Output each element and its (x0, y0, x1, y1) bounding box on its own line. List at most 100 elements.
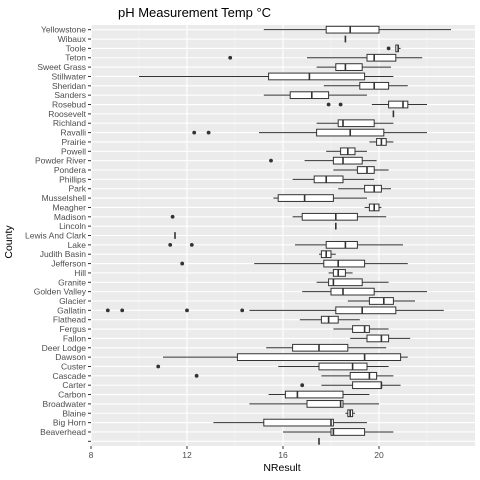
y-tick-label: Wibaux (58, 34, 87, 44)
box-iqr (356, 166, 375, 174)
box-iqr (368, 297, 394, 305)
y-tick-label: Carter (62, 380, 86, 390)
y-tick-label: Rosebud (52, 100, 86, 110)
y-tick-label: Ravalli (60, 128, 86, 138)
box-iqr (325, 240, 358, 249)
box-pondera (333, 166, 389, 174)
box-hill (328, 269, 353, 277)
box-big-horn (213, 418, 367, 427)
box-iqr (332, 156, 363, 165)
chart-title: pH Measurement Temp °C (118, 5, 271, 20)
box-blaine (345, 409, 355, 418)
box-iqr (352, 381, 382, 390)
outlier-point (386, 46, 391, 51)
box-jefferson (180, 259, 408, 268)
y-tick-label: Custer (61, 361, 86, 371)
box-lake (168, 240, 403, 249)
y-tick-label: Golden Valley (34, 287, 87, 297)
box-iqr (306, 400, 344, 408)
box-fergus (333, 325, 389, 333)
box-iqr (364, 184, 382, 193)
box-iqr (277, 194, 334, 202)
y-tick-label: Teton (65, 53, 86, 63)
outlier-point (206, 130, 211, 135)
y-tick-label: Powder River (35, 156, 86, 166)
box-golden-valley (302, 287, 427, 296)
x-axis-title: NResult (263, 462, 300, 474)
box-deer-lodge (266, 343, 387, 352)
box-toole (386, 44, 401, 53)
x-tick-label: 16 (278, 450, 288, 460)
y-tick-label: Blaine (62, 408, 86, 418)
box-iqr (301, 212, 358, 221)
y-tick-label: Sheridan (52, 81, 86, 91)
y-tick-label: Sweet Grass (37, 62, 86, 72)
box-madison (170, 212, 387, 221)
box-judith-basin (319, 250, 336, 259)
outlier-point (228, 55, 233, 60)
y-tick-label: Gallatin (57, 305, 86, 315)
y-axis-title: County (3, 225, 15, 259)
box-teton (228, 53, 423, 62)
box-cascade (194, 371, 394, 380)
box-iqr (292, 343, 349, 352)
y-tick-label: Musselshell (42, 193, 87, 203)
box-iqr (289, 91, 330, 100)
box-iqr (388, 100, 409, 109)
y-tick-label: Richland (53, 118, 86, 128)
box-ravalli (192, 128, 427, 137)
box-yellowstone (263, 25, 451, 34)
box-stillwater (139, 72, 394, 81)
box-iqr (332, 269, 346, 277)
y-tick-label: Jefferson (51, 259, 86, 269)
box-iqr (366, 53, 397, 62)
boxplots (105, 25, 451, 445)
box-fallon (350, 334, 411, 343)
outlier-point (338, 102, 343, 107)
box-iqr (352, 325, 370, 333)
box-granite (316, 278, 389, 287)
box-iqr (236, 353, 402, 361)
box-iqr (268, 72, 366, 81)
box-iqr (284, 390, 344, 399)
box-powell (326, 147, 367, 156)
outlier-point (192, 130, 197, 135)
y-tick-label: Madison (54, 212, 86, 222)
y-tick-label: Park (69, 184, 87, 194)
outlier-point (269, 158, 273, 163)
y-tick-label: Lake (68, 240, 87, 250)
box-custer (156, 362, 389, 371)
box-flathead (299, 315, 360, 324)
y-tick-label: Sanders (54, 90, 86, 100)
box-richland (316, 119, 394, 128)
y-tick-label: Lewis And Clark (25, 231, 87, 241)
box-iqr (337, 119, 375, 128)
y-tick-label: Toole (66, 43, 87, 53)
y-tick-label: Cascade (52, 371, 86, 381)
outlier-point (185, 308, 189, 313)
box-iqr (330, 287, 375, 296)
box-sanders (263, 91, 367, 100)
y-tick-label: Fergus (60, 324, 86, 334)
x-tick-labels: 8 12 16 20 (89, 446, 384, 460)
y-tick-label: Yellowstone (41, 25, 86, 35)
box-iqr (318, 362, 368, 371)
outlier-point (189, 242, 194, 247)
y-tick-label: Big Horn (53, 418, 86, 428)
box-iqr (335, 306, 397, 315)
box-dawson (163, 353, 408, 361)
box-iqr (349, 371, 378, 380)
y-tick-label: Hill (74, 268, 86, 278)
outlier-point (156, 364, 161, 369)
box-prairie (369, 138, 394, 146)
y-tick-label: Lincoln (59, 221, 86, 231)
box-iqr (330, 428, 366, 436)
box-phillips (292, 175, 375, 184)
box-iqr (335, 63, 363, 71)
y-tick-label: Powell (61, 146, 86, 156)
y-tick-label: Pondera (54, 165, 86, 175)
box-iqr (328, 278, 363, 287)
x-tick-label: 20 (374, 450, 384, 460)
